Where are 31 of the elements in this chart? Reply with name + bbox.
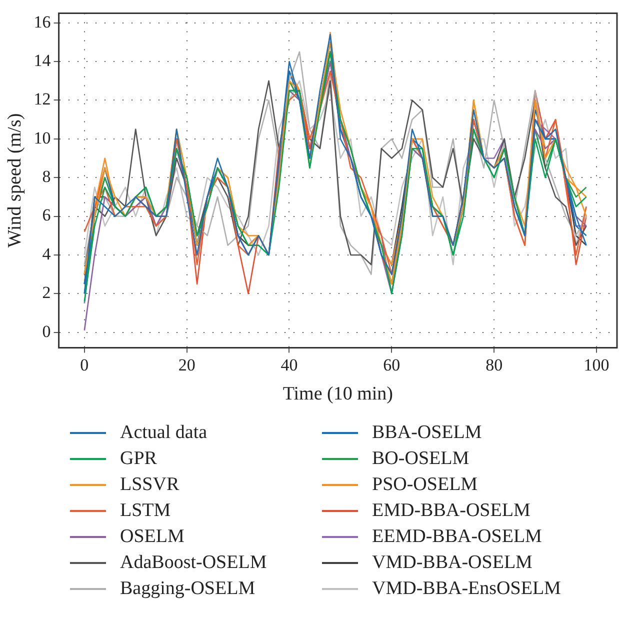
legend-label: VMD-BBA-OSELM (372, 552, 532, 574)
y-tick-label: 4 (42, 244, 52, 264)
x-axis-title: Time (10 min) (282, 384, 393, 405)
legend-label: VMD-BBA-EnsOSELM (372, 578, 561, 600)
y-tick-label: 12 (34, 90, 51, 109)
legend-label: EEMD-BBA-OSELM (372, 526, 542, 548)
y-tick-label: 8 (42, 167, 51, 186)
legend-label: Actual data (120, 422, 208, 444)
legend-label: LSTM (120, 500, 171, 522)
y-tick-label: 2 (42, 283, 51, 302)
y-tick-label: 14 (34, 51, 52, 70)
x-tick-label: 100 (584, 355, 610, 374)
legend-label: BO-OSELM (372, 448, 470, 470)
legend-label: EMD-BBA-OSELM (372, 500, 530, 522)
legend-label: LSSVR (120, 474, 180, 496)
y-tick-label: 6 (42, 206, 51, 225)
y-axis-title: Wind speed (m/s) (4, 113, 26, 248)
x-tick-label: 20 (178, 355, 196, 374)
legend-label: BBA-OSELM (372, 422, 482, 444)
legend-label: Bagging-OSELM (120, 578, 256, 600)
legend-label: AdaBoost-OSELM (120, 552, 267, 574)
x-tick-label: 60 (383, 355, 400, 374)
x-tick-label: 40 (280, 355, 298, 374)
y-tick-label: 0 (42, 322, 51, 341)
y-tick-label: 16 (34, 12, 51, 32)
legend-label: PSO-OSELM (372, 474, 478, 496)
legend-label: GPR (120, 448, 157, 470)
x-tick-label: 80 (486, 355, 503, 374)
legend-label: OSELM (120, 526, 184, 548)
x-tick-label: 0 (80, 355, 89, 374)
y-tick-label: 10 (34, 128, 51, 148)
